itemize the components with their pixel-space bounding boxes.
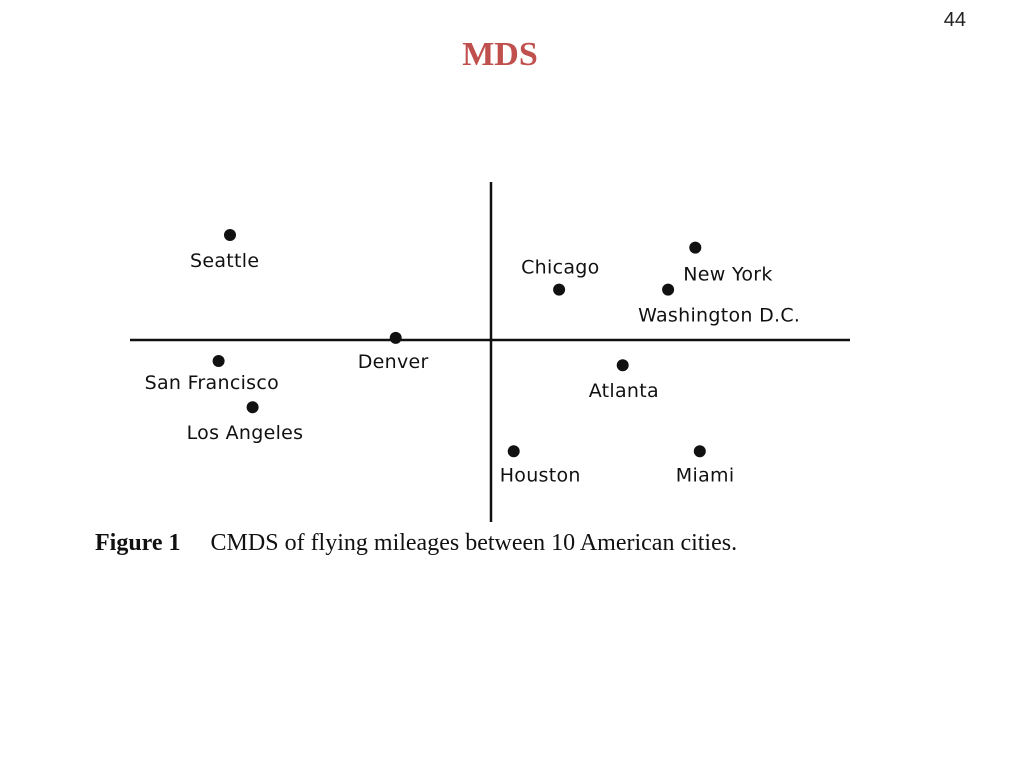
point-los-angeles — [246, 401, 259, 414]
point-san-francisco — [212, 355, 225, 367]
label-atlanta: Atlanta — [589, 380, 659, 402]
label-chicago: Chicago — [521, 257, 599, 279]
figure-caption-label: Figure 1 — [95, 530, 181, 556]
label-miami: Miami — [676, 464, 735, 486]
point-new-york — [689, 241, 702, 254]
figure-caption-text: CMDS of flying mileages between 10 Ameri… — [210, 530, 738, 556]
label-houston: Houston — [500, 464, 581, 486]
label-san-francisco: San Francisco — [145, 372, 279, 394]
labels-layer: Seattle San Francisco Los Angeles Denver Chi… — [145, 250, 800, 486]
point-washington-d-c — [662, 283, 675, 296]
label-seattle: Seattle — [190, 250, 259, 272]
point-denver — [389, 331, 402, 344]
point-miami — [693, 445, 706, 458]
points-layer — [212, 229, 706, 458]
point-atlanta — [616, 359, 629, 372]
point-chicago — [553, 283, 566, 296]
label-los-angeles: Los Angeles — [187, 422, 304, 444]
label-denver: Denver — [358, 351, 429, 373]
figure-caption: Figure 1 CMDS of flying mileages between … — [95, 530, 737, 557]
slide-number: 44 — [943, 9, 966, 31]
point-seattle — [224, 229, 236, 241]
label-washington-d-c: Washington D.C. — [638, 305, 800, 327]
point-houston — [507, 445, 520, 458]
label-new-york: New York — [683, 264, 772, 286]
slide-title: MDS — [462, 36, 538, 73]
